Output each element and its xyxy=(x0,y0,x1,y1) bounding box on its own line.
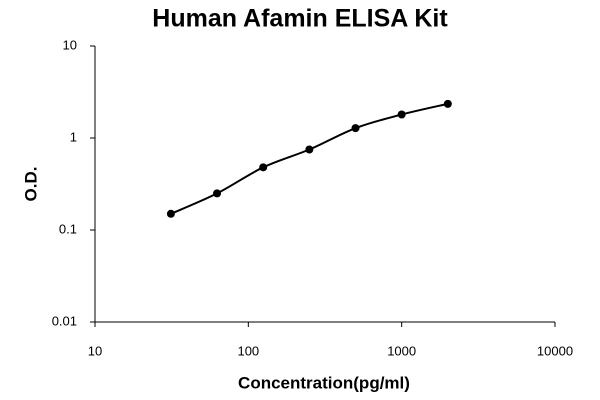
y-axis-title: O.D. xyxy=(21,167,40,202)
chart-title: Human Afamin ELISA Kit xyxy=(152,5,448,33)
curve xyxy=(170,102,449,215)
point xyxy=(397,110,406,119)
y-tick-label: 0.1 xyxy=(59,221,77,236)
x-axis-title: Concentration(pg/ml) xyxy=(238,373,410,392)
point xyxy=(166,209,175,218)
x-tick-label: 1000 xyxy=(387,343,416,358)
y-tick-label: 10 xyxy=(63,37,77,52)
point xyxy=(443,99,452,108)
point xyxy=(351,124,360,133)
y-tick-label: 1 xyxy=(70,129,77,144)
x-tick-label: 10000 xyxy=(537,343,573,358)
point xyxy=(213,189,222,198)
y-tick-label: 0.01 xyxy=(52,313,77,328)
point xyxy=(305,145,314,154)
point xyxy=(259,163,268,172)
x-tick-label: 10 xyxy=(88,343,102,358)
x-tick-label: 100 xyxy=(237,343,259,358)
